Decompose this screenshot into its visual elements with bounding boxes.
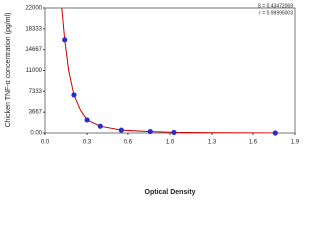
chart: Chicken TNF-α concentration (pg/ml) Opti… [5, 3, 300, 196]
y-tick-label: 0.00 [30, 131, 42, 137]
x-tick-label: 0.6 [124, 140, 133, 146]
y-tick-label: 14667 [25, 47, 42, 53]
data-point [171, 129, 177, 136]
plot-area [44, 7, 296, 134]
data-point [84, 117, 90, 123]
x-tick-label: 1.0 [166, 140, 175, 146]
data-point [118, 127, 124, 133]
y-tick-label: 7333 [29, 89, 43, 95]
data-point [71, 92, 77, 98]
x-tick-label: 1.3 [208, 140, 217, 146]
x-tick-label: 0.3 [83, 140, 92, 146]
fit-curve [61, 8, 276, 133]
page: Chicken TNF-α concentration (pg/ml) Opti… [4, 3, 300, 196]
x-axis-label: Optical Density [145, 189, 196, 196]
data-point [147, 128, 153, 135]
data-point [62, 37, 68, 43]
data-point [272, 130, 278, 136]
y-tick-label: 11000 [26, 68, 43, 74]
annotation: S = 0.43472069 [258, 3, 294, 9]
x-tick-label: 1.9 [291, 140, 300, 146]
data-point [97, 123, 103, 129]
fit-group [61, 8, 276, 133]
y-tick-label: 18333 [25, 26, 42, 32]
y-tick-label: 22000 [25, 6, 42, 12]
annotation: r = 0.99995003 [259, 10, 293, 16]
y-axis-label: Chicken TNF-α concentration (pg/ml) [5, 13, 12, 128]
y-tick-label: 3667 [29, 110, 43, 116]
x-tick-label: 0.0 [41, 140, 50, 146]
x-tick-label: 1.6 [249, 140, 258, 146]
